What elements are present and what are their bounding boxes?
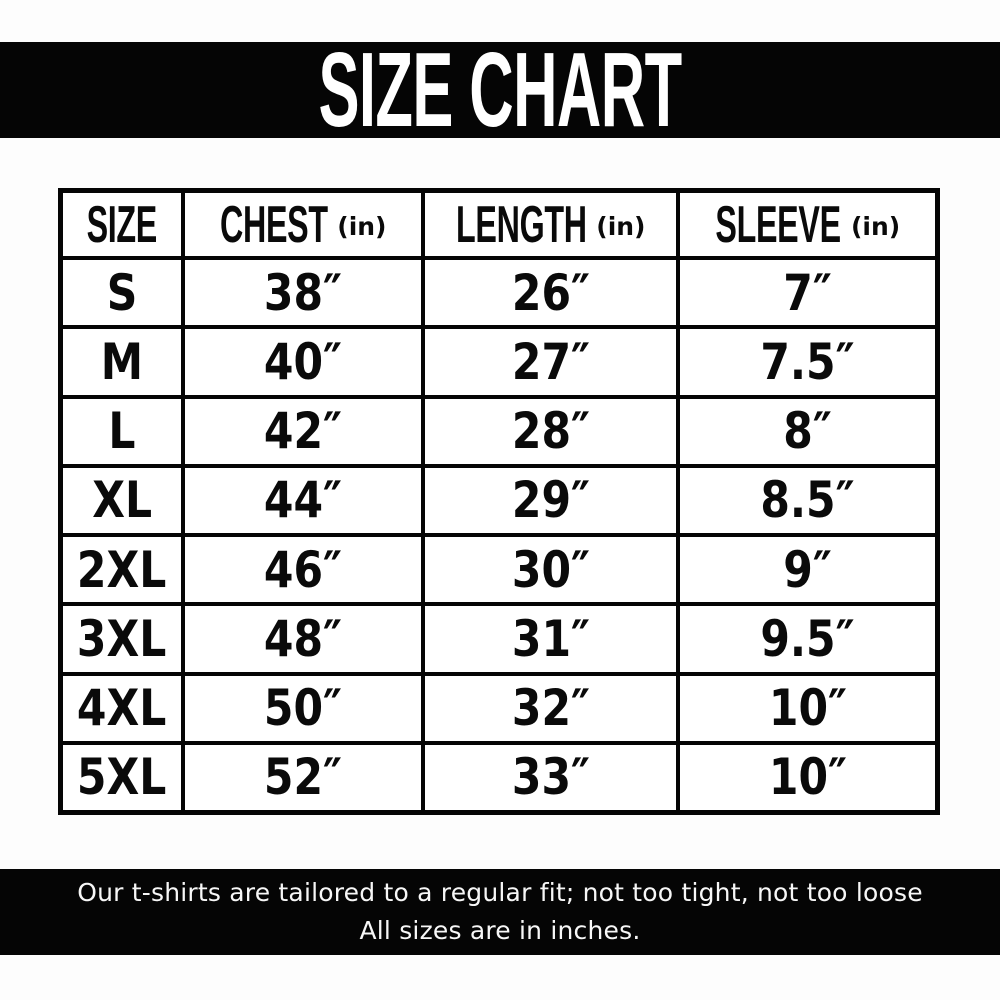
sleeve-value: 8″ <box>783 402 832 461</box>
size-cell: M <box>63 329 181 395</box>
sleeve-value: 9″ <box>783 540 832 599</box>
length-cell: 27″ <box>425 329 676 395</box>
header-cell-sleeve: SLEEVE (in) <box>680 193 935 256</box>
sleeve-cell: 9″ <box>680 537 935 603</box>
header-label-size: SIZE <box>86 195 158 254</box>
sleeve-cell: 10″ <box>680 675 935 741</box>
chest-cell: 50″ <box>185 675 421 741</box>
length-cell: 33″ <box>425 744 676 810</box>
chest-value: 46″ <box>263 540 343 599</box>
title-band: SIZE CHART <box>0 31 1000 149</box>
sleeve-value: 7″ <box>783 263 832 322</box>
sleeve-cell: 7.5″ <box>680 329 935 395</box>
length-cell: 26″ <box>425 260 676 326</box>
page-title: SIZE CHART <box>318 31 682 149</box>
sleeve-cell: 7″ <box>680 260 935 326</box>
header-cell-length: LENGTH (in) <box>425 193 676 256</box>
chest-cell: 42″ <box>185 398 421 464</box>
length-cell: 29″ <box>425 467 676 533</box>
size-cell: L <box>63 398 181 464</box>
length-value: 27″ <box>511 332 590 391</box>
size-cell: 5XL <box>63 744 181 810</box>
sleeve-cell: 8″ <box>680 398 935 464</box>
size-cell: S <box>63 260 181 326</box>
length-value: 31″ <box>511 609 590 668</box>
chest-cell: 52″ <box>185 744 421 810</box>
footer-note-line2: All sizes are in inches. <box>359 916 641 945</box>
sleeve-value: 9.5″ <box>760 609 855 668</box>
size-table: SIZE CHEST (in) LENGTH (in) SLEEVE (in) … <box>58 188 940 815</box>
size-value: 3XL <box>77 609 167 668</box>
size-cell: 4XL <box>63 675 181 741</box>
size-value: S <box>106 263 138 322</box>
chest-cell: 46″ <box>185 537 421 603</box>
header-unit-length: (in) <box>596 212 646 241</box>
header-unit-chest: (in) <box>337 212 387 241</box>
length-cell: 31″ <box>425 606 676 672</box>
chest-cell: 38″ <box>185 260 421 326</box>
size-value: 2XL <box>77 540 167 599</box>
sleeve-value: 7.5″ <box>760 332 855 391</box>
chest-cell: 40″ <box>185 329 421 395</box>
sleeve-value: 8.5″ <box>760 471 855 530</box>
header-cell-chest: CHEST (in) <box>185 193 421 256</box>
length-value: 26″ <box>511 263 590 322</box>
chest-value: 40″ <box>263 332 343 391</box>
chest-cell: 48″ <box>185 606 421 672</box>
sleeve-cell: 8.5″ <box>680 467 935 533</box>
size-cell: 3XL <box>63 606 181 672</box>
size-cell: XL <box>63 467 181 533</box>
size-value: XL <box>92 471 152 530</box>
header-label-chest: CHEST <box>219 195 328 254</box>
header-label-length: LENGTH <box>455 195 587 254</box>
size-value: M <box>100 332 144 391</box>
header-unit-sleeve: (in) <box>850 212 901 241</box>
size-value: L <box>108 402 136 461</box>
chest-value: 52″ <box>263 748 343 807</box>
sleeve-value: 10″ <box>768 679 847 738</box>
length-cell: 28″ <box>425 398 676 464</box>
sleeve-cell: 9.5″ <box>680 606 935 672</box>
length-value: 33″ <box>511 748 590 807</box>
length-cell: 32″ <box>425 675 676 741</box>
sleeve-value: 10″ <box>768 748 847 807</box>
length-value: 29″ <box>511 471 590 530</box>
chest-value: 44″ <box>263 471 343 530</box>
header-cell-size: SIZE <box>63 193 181 256</box>
length-value: 32″ <box>511 679 590 738</box>
sleeve-cell: 10″ <box>680 744 935 810</box>
chest-value: 50″ <box>263 679 343 738</box>
length-cell: 30″ <box>425 537 676 603</box>
chest-cell: 44″ <box>185 467 421 533</box>
chest-value: 38″ <box>263 263 343 322</box>
footer-note-line1: Our t-shirts are tailored to a regular f… <box>77 878 923 907</box>
size-cell: 2XL <box>63 537 181 603</box>
chest-value: 42″ <box>263 402 343 461</box>
footer-note-band: Our t-shirts are tailored to a regular f… <box>0 869 1000 955</box>
length-value: 30″ <box>511 540 590 599</box>
size-value: 4XL <box>77 679 167 738</box>
header-label-sleeve: SLEEVE <box>715 195 841 254</box>
size-value: 5XL <box>77 748 167 807</box>
length-value: 28″ <box>511 402 590 461</box>
chest-value: 48″ <box>263 609 343 668</box>
